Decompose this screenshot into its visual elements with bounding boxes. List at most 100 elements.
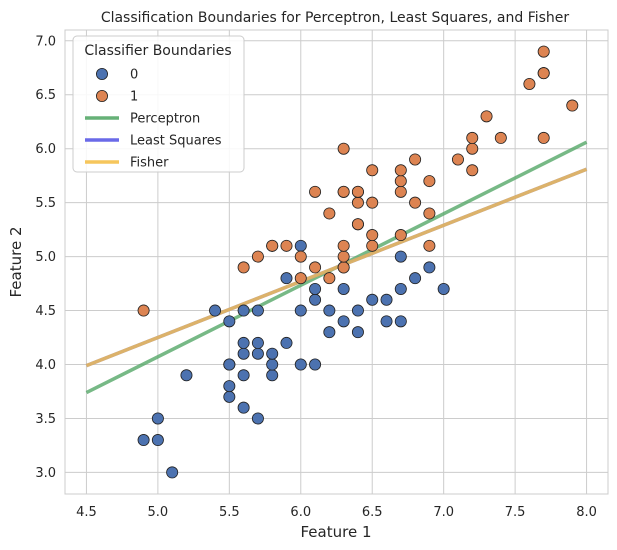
class-1-point — [537, 67, 550, 80]
class-1-point — [280, 239, 293, 252]
class-1-point — [237, 261, 250, 274]
class-1-point — [323, 207, 336, 220]
chart-title: Classification Boundaries for Perceptron… — [101, 10, 570, 26]
legend-marker-0 — [96, 68, 109, 81]
y-tick-label: 4.5 — [35, 304, 56, 319]
x-tick-labels: 4.5 5.0 5.5 6.0 6.5 7.0 7.5 8.0 — [76, 505, 597, 520]
class-0-point — [266, 358, 279, 371]
class-0-point — [237, 304, 250, 317]
x-tick-label: 4.5 — [76, 505, 97, 520]
class-1-point — [366, 164, 379, 177]
plot-frame — [64, 29, 609, 495]
class-1-point — [137, 304, 150, 317]
legend: Classifier Boundaries 0 1 Perceptron Least … — [72, 35, 245, 173]
y-tick-labels: 3.0 3.5 4.0 4.5 5.0 5.5 6.0 6.5 7.0 — [35, 34, 56, 481]
class-1-point — [409, 153, 422, 166]
class-0-point — [223, 358, 236, 371]
y-tick-label: 3.5 — [35, 412, 56, 427]
class-0-point — [137, 434, 150, 447]
class-1-point — [394, 164, 407, 177]
class-0-point — [251, 412, 264, 425]
class-0-point — [223, 380, 236, 393]
legend-title: Classifier Boundaries — [84, 43, 231, 59]
class-1-point — [337, 250, 350, 263]
legend-box — [72, 35, 245, 173]
class-1-point — [451, 153, 464, 166]
class-1-point — [366, 196, 379, 209]
class-1-point — [251, 250, 264, 263]
class-0-point — [337, 282, 350, 295]
data-points — [137, 45, 579, 479]
class-1-point — [466, 164, 479, 177]
class-0-point — [409, 272, 422, 285]
class-1-point — [394, 185, 407, 198]
class-0-point — [251, 304, 264, 317]
legend-label-fisher: Fisher — [130, 156, 169, 171]
class-0-point — [394, 250, 407, 263]
x-axis-label: Feature 1 — [301, 523, 372, 541]
legend-label-least-squares: Least Squares — [130, 134, 222, 149]
legend-entries: 0 1 Perceptron Least Squares Fisher — [85, 68, 222, 171]
class-1-point — [494, 131, 507, 144]
class-1-point — [394, 175, 407, 188]
class-0-point — [309, 282, 322, 295]
class-1-point — [337, 185, 350, 198]
grid — [65, 30, 608, 494]
class-0-point — [351, 304, 364, 317]
class-0-point — [309, 293, 322, 306]
class-0-point — [437, 282, 450, 295]
class-0-point — [309, 358, 322, 371]
class-1-point — [309, 261, 322, 274]
class-0-point — [251, 336, 264, 349]
y-tick-label: 6.5 — [35, 88, 56, 103]
class-1-point — [351, 218, 364, 231]
class-1-point — [266, 239, 279, 252]
class-1-point — [337, 261, 350, 274]
class-0-point — [394, 282, 407, 295]
x-tick-label: 6.0 — [290, 505, 311, 520]
class-1-point — [351, 185, 364, 198]
y-tick-label: 5.0 — [35, 250, 56, 265]
class-0-point — [180, 369, 193, 382]
class-1-point — [337, 142, 350, 155]
class-1-point — [423, 175, 436, 188]
class-0-point — [323, 326, 336, 339]
x-tick-label: 8.0 — [576, 505, 597, 520]
class-0-point — [323, 304, 336, 317]
y-axis-label: Feature 2 — [7, 227, 25, 298]
class-0-point — [251, 347, 264, 360]
class-1-point — [351, 196, 364, 209]
class-1-point — [523, 77, 536, 90]
class-0-point — [266, 347, 279, 360]
class-1-point — [466, 142, 479, 155]
class-1-point — [423, 239, 436, 252]
class-1-point — [366, 239, 379, 252]
fisher-boundary-line — [85, 167, 588, 368]
boundary-lines — [85, 140, 588, 395]
class-0-point — [351, 326, 364, 339]
class-1-point — [394, 229, 407, 242]
class-0-point — [394, 315, 407, 328]
class-1-point — [537, 131, 550, 144]
class-0-point — [294, 304, 307, 317]
class-0-point — [237, 369, 250, 382]
class-0-point — [237, 336, 250, 349]
class-1-point — [409, 196, 422, 209]
x-tick-label: 7.5 — [505, 505, 526, 520]
legend-label-0: 0 — [130, 68, 138, 83]
y-tick-label: 7.0 — [35, 34, 56, 49]
class-1-point — [309, 185, 322, 198]
class-0-point — [423, 261, 436, 274]
class-0-point — [223, 390, 236, 403]
class-0-point — [209, 304, 222, 317]
y-tick-label: 3.0 — [35, 466, 56, 481]
class-0-point — [266, 369, 279, 382]
x-tick-label: 7.0 — [433, 505, 454, 520]
y-tick-label: 5.5 — [35, 196, 56, 211]
class-0-point — [151, 434, 164, 447]
legend-marker-1 — [96, 90, 109, 103]
class-0-point — [366, 293, 379, 306]
y-tick-label: 4.0 — [35, 358, 56, 373]
legend-label-perceptron: Perceptron — [130, 112, 200, 127]
